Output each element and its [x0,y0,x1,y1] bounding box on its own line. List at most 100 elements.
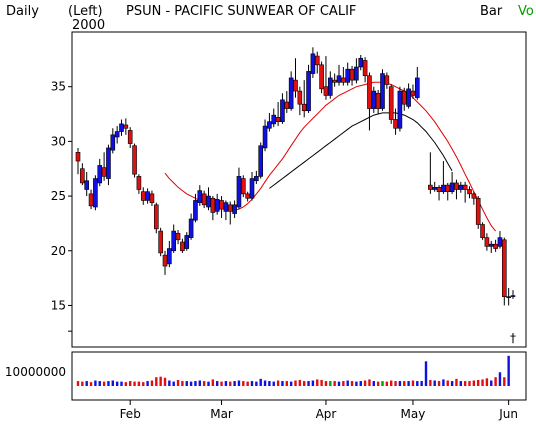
volume-bar [137,381,141,386]
candle-up [371,90,377,109]
volume-bar [394,381,397,386]
volume-bar [433,380,436,386]
candle-up [236,176,242,208]
candle-down [227,204,233,212]
volume-bar [168,380,171,386]
candle-up [193,200,198,221]
candle-down [175,232,181,241]
candle-down [162,254,168,267]
candle-up [441,184,446,192]
volume-bar [281,381,284,386]
volume-bar [485,378,489,386]
volume-bar [359,381,362,386]
candle-down [140,191,146,201]
volume-bar [129,381,132,386]
volume-bar [407,381,410,386]
volume-bar [385,381,389,386]
candle-down [201,193,207,206]
candle-down [219,200,224,210]
volume-bar [268,381,271,386]
candle-up [327,77,333,96]
candle-up [488,243,494,247]
candle-up [458,184,464,190]
volume-bar [211,379,215,386]
volume-bar [507,355,510,386]
candle-down [332,79,337,83]
volume-bar [498,372,502,386]
candle-down [245,193,250,199]
volume-bar [198,380,201,386]
price-axis: 15 20 25 30 35 [51,80,72,312]
volume-bar [303,381,306,386]
volume-bar [450,381,454,386]
candle-down [301,103,307,112]
volume-bar [85,381,88,386]
candle-up [214,199,220,212]
volume-bar [181,381,184,386]
volume-bar [159,376,162,386]
candle-up [262,125,268,149]
volume-bar [329,381,332,386]
volume-bar [468,381,471,386]
price-panel-frame [71,31,527,348]
candle-down [80,168,85,184]
candle-up [114,131,120,138]
moving-average-long [269,112,453,189]
candle-up [380,73,385,109]
candle-up [254,176,259,182]
volume-bar [185,381,188,386]
volume-bar [424,361,428,386]
volume-bar [189,381,193,386]
volume-bar [120,381,123,386]
candle-up [306,71,311,112]
volume-bar [459,381,462,386]
candle-up [97,165,103,184]
bar-mode-label[interactable]: Bar [480,4,503,19]
candle-down [493,243,498,249]
volume-bar [272,381,275,386]
volume-bar [124,382,128,386]
volume-bar [276,380,280,386]
candle-up [106,147,111,179]
volume-bar [298,379,302,386]
volume-bar [342,381,345,386]
chart-title: PSUN - PACIFIC SUNWEAR OF CALIF [126,4,356,19]
volume-bar [316,379,319,386]
volume-bar [150,380,154,386]
volume-bar [233,381,236,386]
candle-up [258,145,264,177]
candle-down [180,241,185,252]
volume-bar [503,377,506,386]
candle-up [336,75,342,83]
candle-up [432,187,438,190]
candle-up [145,191,150,201]
candle-up [267,121,272,129]
candle-up [310,53,316,74]
volume-bar [115,381,119,386]
candle-up [271,114,277,125]
volume-bar [337,381,341,386]
candle-up [84,180,89,190]
volume-bar [307,381,310,386]
volume-bar [89,382,93,386]
volume-bar [311,380,315,386]
volume-tick-label: 10000000 [5,365,66,379]
volume-bar [155,377,158,386]
volume-bar [390,380,393,386]
volume-bar [411,380,415,386]
volume-panel-frame [71,351,527,401]
price-tick-label: 15 [51,298,66,312]
candle-down [284,101,290,109]
volume-bar [455,378,458,386]
volume-bar [94,380,97,386]
candle-down [101,167,107,177]
candle-up [358,57,364,68]
candle-up [280,99,285,122]
volume-mode-label[interactable]: Vo [518,4,534,19]
volume-bar [146,381,149,386]
volume-bar [363,380,367,386]
candle-down [154,204,159,230]
volume-bar [76,381,80,386]
candle-up [110,134,116,151]
candle-down [319,64,324,90]
